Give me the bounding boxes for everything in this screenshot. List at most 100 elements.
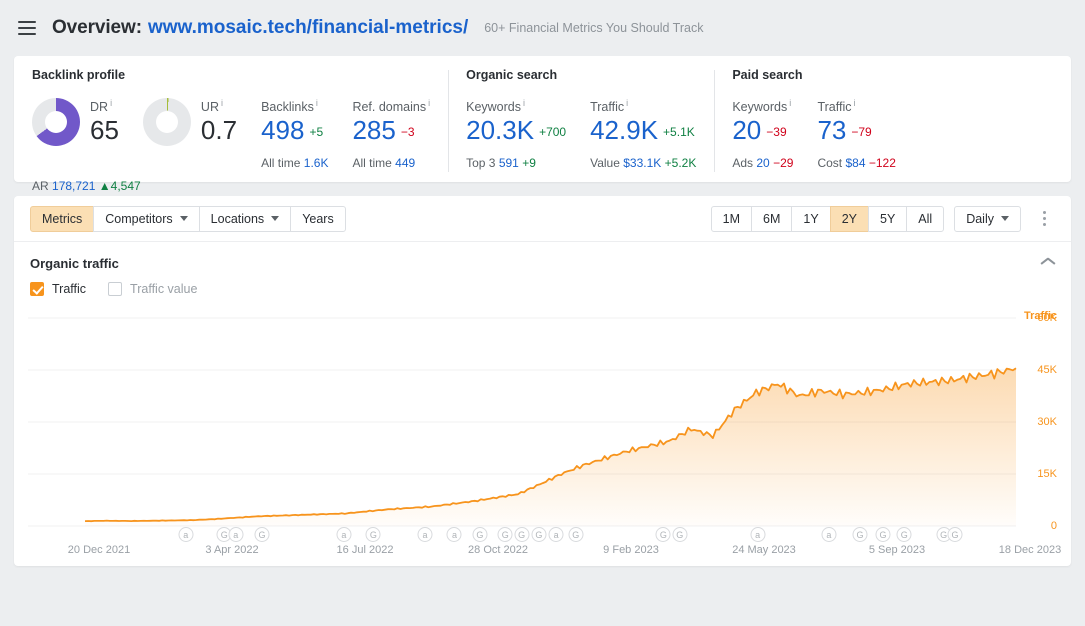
more-vertical-icon[interactable] xyxy=(1033,206,1055,232)
event-marker-G-11[interactable]: G xyxy=(531,527,547,542)
organic-keywords-metric[interactable]: Keywords i 20.3K +700 Top 3 591 +9 xyxy=(466,96,566,170)
event-marker-a-17[interactable]: a xyxy=(821,527,837,542)
x-tick-5: 24 May 2023 xyxy=(732,544,796,556)
range-1m[interactable]: 1M xyxy=(710,205,753,232)
legend-item-traffic-value[interactable]: Traffic value xyxy=(108,282,197,296)
view-tabs: Metrics Competitors Locations Years xyxy=(30,205,346,232)
event-marker-G-15[interactable]: G xyxy=(672,527,688,542)
legend-label: Traffic xyxy=(52,282,87,296)
event-marker-G-22[interactable]: G xyxy=(947,527,963,542)
ref-domains-number: 285 xyxy=(352,115,396,146)
backlinks-info-icon[interactable]: i xyxy=(315,98,318,108)
event-marker-a-4[interactable]: a xyxy=(336,527,352,542)
organic-value-delta: +5.2K xyxy=(664,156,697,171)
tab-years[interactable]: Years xyxy=(290,205,346,232)
event-marker-G-20[interactable]: G xyxy=(896,527,912,542)
tab-locations[interactable]: Locations xyxy=(198,205,292,232)
ref-domains-info-icon[interactable]: i xyxy=(428,98,431,108)
x-tick-0: 20 Dec 2021 xyxy=(67,544,131,556)
ar-metric[interactable]: AR 178,721 ▲4,547 xyxy=(32,179,141,193)
event-marker-a-7[interactable]: a xyxy=(446,527,462,542)
dr-metric[interactable]: DR i 65 xyxy=(32,96,119,146)
paid-ads-delta: −29 xyxy=(773,156,794,171)
ar-delta: ▲4,547 xyxy=(98,179,141,193)
event-marker-a-12[interactable]: a xyxy=(548,527,564,542)
event-marker-a-0[interactable]: a xyxy=(178,527,194,542)
backlinks-delta: +5 xyxy=(309,125,324,140)
backlinks-metric[interactable]: Backlinks i 498 +5 All time 1.6K xyxy=(261,96,328,170)
organic-traffic-chart-card: Metrics Competitors Locations Years 1M 6M 1Y 2… xyxy=(14,196,1071,566)
range-5y[interactable]: 5Y xyxy=(868,205,908,232)
organic-keywords-number: 20.3K xyxy=(466,115,535,146)
range-1y[interactable]: 1Y xyxy=(791,205,831,232)
organic-value-amount: $33.1K xyxy=(623,156,662,171)
top-bar: Overview: www.mosaic.tech/financial-metr… xyxy=(0,0,1085,56)
paid-traffic-metric[interactable]: Traffic i 73 −79 Cost $84 −122 xyxy=(817,96,895,170)
organic-traffic-metric[interactable]: Traffic i 42.9K +5.1K Value $33.1K +5.2K xyxy=(590,96,696,170)
paid-keywords-metric[interactable]: Keywords i 20 −39 Ads 20 −29 xyxy=(732,96,793,170)
paid-search-title: Paid search xyxy=(732,68,803,82)
ur-label-text: UR xyxy=(200,100,219,115)
ar-label: AR xyxy=(32,179,49,193)
ur-donut-chart xyxy=(142,98,191,146)
chevron-up-icon[interactable] xyxy=(1041,259,1055,268)
paid-keywords-info-icon[interactable]: i xyxy=(789,98,792,108)
y-tick-0: 0 xyxy=(1050,520,1057,532)
granularity-dropdown[interactable]: Daily xyxy=(954,205,1021,232)
ref-domains-label: Ref. domains i xyxy=(352,96,430,114)
ref-domains-value: 285 −3 xyxy=(352,115,430,148)
traffic-chart-plot[interactable]: Traffic 0 15K 30K 45K 60K 20 Dec 2021 3 Apr 202… xyxy=(14,304,1071,566)
range-2y[interactable]: 2Y xyxy=(829,205,869,232)
ur-info-icon[interactable]: i xyxy=(220,98,223,108)
event-marker-G-18[interactable]: G xyxy=(852,527,868,542)
chart-toolbar: Metrics Competitors Locations Years 1M 6M 1Y 2… xyxy=(14,196,1071,242)
tab-label: Competitors xyxy=(105,211,173,226)
page-title: Overview: xyxy=(52,17,142,38)
event-marker-G-5[interactable]: G xyxy=(365,527,381,542)
checkbox-icon[interactable] xyxy=(108,282,123,296)
legend-item-traffic[interactable]: Traffic xyxy=(30,282,86,296)
paid-keywords-value: 20 −39 xyxy=(732,115,793,148)
event-marker-G-19[interactable]: G xyxy=(875,527,891,542)
x-tick-6: 5 Sep 2023 xyxy=(868,544,926,556)
backlinks-alltime-label: All time xyxy=(261,156,301,171)
ref-domains-metric[interactable]: Ref. domains i 285 −3 All time 449 xyxy=(352,96,430,170)
range-all[interactable]: All xyxy=(906,205,945,232)
organic-keywords-info-icon[interactable]: i xyxy=(523,98,525,108)
range-6m[interactable]: 6M xyxy=(751,205,793,232)
event-marker-a-16[interactable]: a xyxy=(750,527,766,542)
chart-header: Organic traffic xyxy=(14,242,1071,271)
chevron-down-icon xyxy=(179,216,188,221)
tab-label: Locations xyxy=(210,211,265,226)
event-marker-G-3[interactable]: G xyxy=(254,527,270,542)
site-url-link[interactable]: www.mosaic.tech/financial-metrics/ xyxy=(147,17,469,38)
chart-title: Organic traffic xyxy=(30,256,119,271)
organic-search-title: Organic search xyxy=(466,68,558,82)
event-marker-G-8[interactable]: G xyxy=(472,527,488,542)
organic-top3-label: Top 3 xyxy=(466,156,496,171)
paid-traffic-info-icon[interactable]: i xyxy=(853,98,856,108)
tab-competitors[interactable]: Competitors xyxy=(93,205,200,232)
hamburger-menu-icon[interactable] xyxy=(18,21,36,35)
ref-domains-alltime: All time 449 xyxy=(352,156,430,170)
backlink-profile-group: Backlink profile DR i 65 UR i 0.7 xyxy=(14,68,448,193)
event-marker-G-14[interactable]: G xyxy=(655,527,671,542)
ref-domains-delta: −3 xyxy=(400,125,415,140)
x-tick-7: 18 Dec 2023 xyxy=(998,544,1062,556)
checkbox-icon[interactable] xyxy=(30,282,44,296)
organic-keywords-label-text: Keywords xyxy=(466,100,521,115)
backlinks-value: 498 +5 xyxy=(261,115,328,148)
organic-traffic-label: Traffic i xyxy=(590,96,696,114)
event-marker-a-6[interactable]: a xyxy=(417,527,433,542)
ref-domains-alltime-label: All time xyxy=(352,156,392,171)
dr-info-icon[interactable]: i xyxy=(110,98,113,108)
event-marker-G-13[interactable]: G xyxy=(568,527,584,542)
ur-metric[interactable]: UR i 0.7 xyxy=(142,96,237,146)
event-marker-G-9[interactable]: G xyxy=(497,527,513,542)
event-marker-G-10[interactable]: G xyxy=(514,527,530,542)
tab-metrics[interactable]: Metrics xyxy=(30,205,95,232)
organic-search-group: Organic search Keywords i 20.3K +700 Top 3… xyxy=(448,68,714,182)
paid-ads-label: Ads xyxy=(732,156,754,171)
organic-traffic-info-icon[interactable]: i xyxy=(626,98,629,108)
event-marker-a-2[interactable]: a xyxy=(228,527,244,542)
